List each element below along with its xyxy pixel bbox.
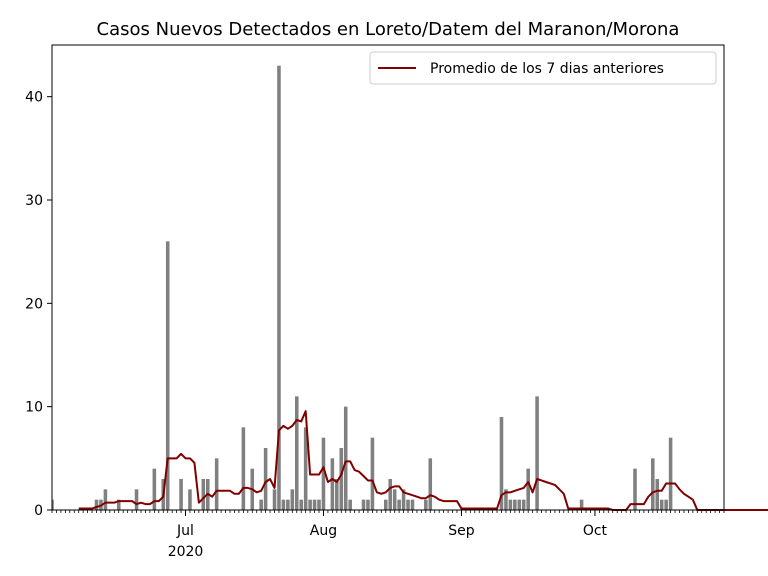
bar: [659, 499, 664, 510]
bar: [241, 427, 246, 510]
y-tick-label: 40: [25, 90, 43, 106]
bar: [165, 241, 170, 511]
bar: [188, 489, 192, 510]
chart-title: Casos Nuevos Detectados en Loreto/Datem …: [97, 19, 680, 40]
bar: [651, 458, 655, 510]
x-tick-year-label: 2020: [168, 544, 204, 560]
bar: [179, 479, 183, 510]
x-tick-label: Sep: [448, 523, 475, 539]
bar-series: [52, 65, 673, 511]
y-tick-label: 30: [25, 193, 43, 209]
bar: [201, 479, 206, 510]
bar: [513, 499, 517, 510]
bar: [286, 499, 290, 510]
bar: [116, 499, 121, 510]
bar: [366, 499, 370, 510]
bar: [397, 499, 401, 510]
bar: [388, 479, 393, 510]
legend: Promedio de los 7 dias anteriores: [369, 51, 717, 85]
bar: [668, 437, 673, 510]
x-tick-label: Oct: [583, 523, 608, 539]
plot-frame: [51, 44, 725, 511]
bar: [272, 489, 277, 510]
bar: [303, 427, 308, 510]
bar: [214, 458, 219, 510]
bar: [263, 448, 268, 510]
bar: [343, 406, 348, 510]
bar: [633, 468, 637, 510]
bar: [504, 489, 508, 510]
y-axis: 0 10 20 30 40: [25, 90, 52, 519]
bar: [401, 489, 406, 510]
bar: [348, 499, 352, 510]
legend-box: [369, 51, 717, 85]
bar: [410, 499, 415, 510]
bar: [299, 499, 303, 510]
bar: [317, 499, 321, 510]
bar: [94, 499, 99, 510]
bar: [428, 458, 433, 510]
bar: [517, 499, 522, 510]
bar: [521, 499, 526, 510]
bar: [52, 499, 54, 510]
bar: [392, 489, 397, 510]
legend-label: Promedio de los 7 dias anteriores: [430, 61, 664, 77]
bar: [339, 448, 344, 510]
x-axis: Jul 2020 Aug Sep Oct: [51, 510, 725, 560]
bar: [526, 468, 530, 510]
bar: [330, 458, 335, 510]
bar: [281, 499, 286, 510]
bar: [259, 499, 263, 510]
bar: [406, 499, 410, 510]
y-tick-label: 0: [34, 503, 43, 519]
bar: [103, 489, 108, 510]
bar: [308, 499, 312, 510]
bar: [579, 499, 584, 510]
bar: [335, 479, 339, 510]
x-tick-label: Aug: [310, 523, 337, 539]
bar: [424, 499, 428, 510]
bar: [277, 65, 281, 511]
bar: [370, 437, 375, 510]
bar: [655, 479, 660, 510]
bar: [535, 396, 539, 510]
bar: [664, 499, 668, 510]
y-tick-label: 10: [25, 400, 43, 416]
bar: [508, 499, 513, 510]
bar: [152, 468, 157, 510]
bar: [499, 417, 504, 510]
x-tick-label: Jul: [176, 523, 194, 539]
bar: [134, 489, 139, 510]
bar: [383, 499, 388, 510]
bar: [294, 396, 299, 510]
bar: [290, 489, 295, 510]
bar: [321, 437, 326, 510]
bar: [312, 499, 317, 510]
bar: [361, 499, 366, 510]
y-tick-label: 20: [25, 296, 43, 312]
